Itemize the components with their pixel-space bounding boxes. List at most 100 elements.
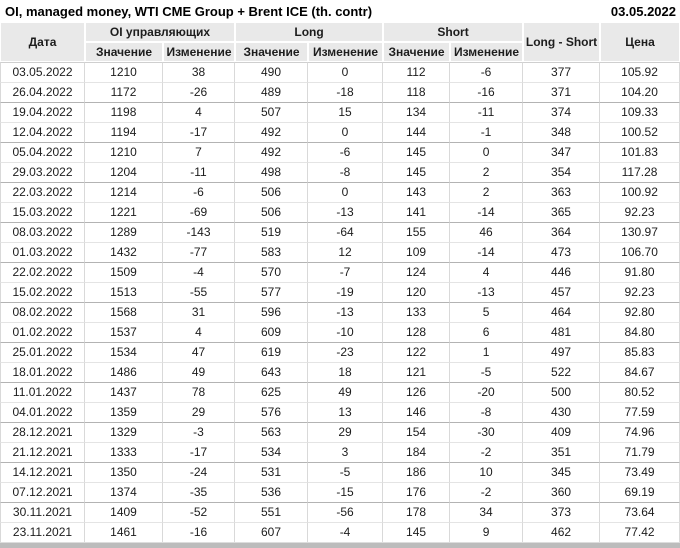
cell-long-value: 489 [235, 83, 309, 103]
table-row: 15.03.2022 1221 -69 506 -13 141 -14 365 92.23 [0, 203, 680, 223]
cell-long-value: 519 [235, 223, 309, 243]
cell-short-value: 121 [383, 363, 451, 383]
cell-oi-value: 1486 [85, 363, 163, 383]
group-header-long: Long [235, 22, 384, 42]
cell-price: 109.33 [600, 103, 680, 123]
table-header: Дата OI управляющих Long Short Long - Sh… [0, 22, 680, 62]
cell-short-value: 133 [383, 303, 451, 323]
cell-short-value: 143 [383, 183, 451, 203]
report-date: 03.05.2022 [610, 3, 676, 19]
table-row: 28.12.2021 1329 -3 563 29 154 -30 409 74.96 [0, 423, 680, 443]
cell-date: 29.03.2022 [0, 163, 85, 183]
table-row: 15.02.2022 1513 -55 577 -19 120 -13 457 92.23 [0, 283, 680, 303]
cell-oi-value: 1329 [85, 423, 163, 443]
cell-oi-change: -52 [163, 503, 236, 523]
cell-short-value: 120 [383, 283, 451, 303]
cell-long-value: 498 [235, 163, 309, 183]
cell-price: 101.83 [600, 143, 680, 163]
cell-short-change: -2 [450, 443, 524, 463]
table-row: 19.04.2022 1198 4 507 15 134 -11 374 109.33 [0, 103, 680, 123]
cell-long-change: -7 [308, 263, 384, 283]
cell-oi-value: 1537 [85, 323, 163, 343]
cell-long-value: 576 [235, 403, 309, 423]
cell-long-short: 462 [523, 523, 601, 543]
cell-date: 22.02.2022 [0, 263, 85, 283]
cell-short-value: 128 [383, 323, 451, 343]
cell-date: 28.12.2021 [0, 423, 85, 443]
subcol-header-short-change: Изменение [450, 42, 524, 62]
cell-short-value: 109 [383, 243, 451, 263]
cell-price: 106.70 [600, 243, 680, 263]
cell-short-value: 154 [383, 423, 451, 443]
table-row: 14.12.2021 1350 -24 531 -5 186 10 345 73.49 [0, 463, 680, 483]
cell-oi-change: 31 [163, 303, 236, 323]
cell-price: 84.67 [600, 363, 680, 383]
cell-price: 77.59 [600, 403, 680, 423]
cell-long-short: 365 [523, 203, 601, 223]
table-row: 07.12.2021 1374 -35 536 -15 176 -2 360 69.19 [0, 483, 680, 503]
cell-long-value: 625 [235, 383, 309, 403]
cell-oi-value: 1333 [85, 443, 163, 463]
cell-short-change: 2 [450, 163, 524, 183]
cell-long-change: -8 [308, 163, 384, 183]
cell-long-change: 13 [308, 403, 384, 423]
cell-oi-change: 4 [163, 323, 236, 343]
cell-long-value: 609 [235, 323, 309, 343]
cell-long-value: 492 [235, 123, 309, 143]
cell-date: 18.01.2022 [0, 363, 85, 383]
cell-price: 105.92 [600, 62, 680, 83]
cell-short-change: -13 [450, 283, 524, 303]
cell-long-change: -4 [308, 523, 384, 543]
cell-oi-value: 1374 [85, 483, 163, 503]
cell-short-change: -11 [450, 103, 524, 123]
cell-oi-change: -11 [163, 163, 236, 183]
cell-short-change: 2 [450, 183, 524, 203]
table-row: 04.01.2022 1359 29 576 13 146 -8 430 77.59 [0, 403, 680, 423]
cell-long-change: 0 [308, 123, 384, 143]
cell-long-short: 354 [523, 163, 601, 183]
cell-price: 73.64 [600, 503, 680, 523]
cell-short-change: 5 [450, 303, 524, 323]
cell-date: 19.04.2022 [0, 103, 85, 123]
col-header-long-short: Long - Short [523, 22, 601, 62]
cell-oi-value: 1172 [85, 83, 163, 103]
cell-long-change: -15 [308, 483, 384, 503]
cell-short-change: 10 [450, 463, 524, 483]
cell-short-value: 126 [383, 383, 451, 403]
cell-short-value: 155 [383, 223, 451, 243]
cell-short-change: -20 [450, 383, 524, 403]
cell-oi-change: 49 [163, 363, 236, 383]
subcol-header-long-change: Изменение [308, 42, 384, 62]
subcol-header-long-value: Значение [235, 42, 309, 62]
cell-long-value: 551 [235, 503, 309, 523]
cell-long-short: 351 [523, 443, 601, 463]
cell-oi-change: -6 [163, 183, 236, 203]
cell-short-change: 1 [450, 343, 524, 363]
cell-oi-value: 1210 [85, 62, 163, 83]
cell-long-change: -56 [308, 503, 384, 523]
cell-long-value: 643 [235, 363, 309, 383]
cell-date: 15.02.2022 [0, 283, 85, 303]
cell-long-short: 377 [523, 62, 601, 83]
cell-oi-value: 1210 [85, 143, 163, 163]
cell-long-value: 583 [235, 243, 309, 263]
cell-long-value: 506 [235, 183, 309, 203]
cell-price: 74.96 [600, 423, 680, 443]
cell-long-value: 619 [235, 343, 309, 363]
cell-long-change: 3 [308, 443, 384, 463]
cell-oi-change: 7 [163, 143, 236, 163]
cell-price: 100.92 [600, 183, 680, 203]
cell-date: 05.04.2022 [0, 143, 85, 163]
cell-price: 104.20 [600, 83, 680, 103]
title-bar: OI, managed money, WTI CME Group + Brent… [0, 0, 680, 22]
group-header-oi: OI управляющих [85, 22, 236, 42]
cell-short-value: 144 [383, 123, 451, 143]
cell-short-change: 46 [450, 223, 524, 243]
cell-long-short: 371 [523, 83, 601, 103]
cell-short-value: 146 [383, 403, 451, 423]
cell-short-change: -16 [450, 83, 524, 103]
cell-long-short: 481 [523, 323, 601, 343]
cell-short-value: 112 [383, 62, 451, 83]
cell-short-change: -30 [450, 423, 524, 443]
cell-price: 92.80 [600, 303, 680, 323]
